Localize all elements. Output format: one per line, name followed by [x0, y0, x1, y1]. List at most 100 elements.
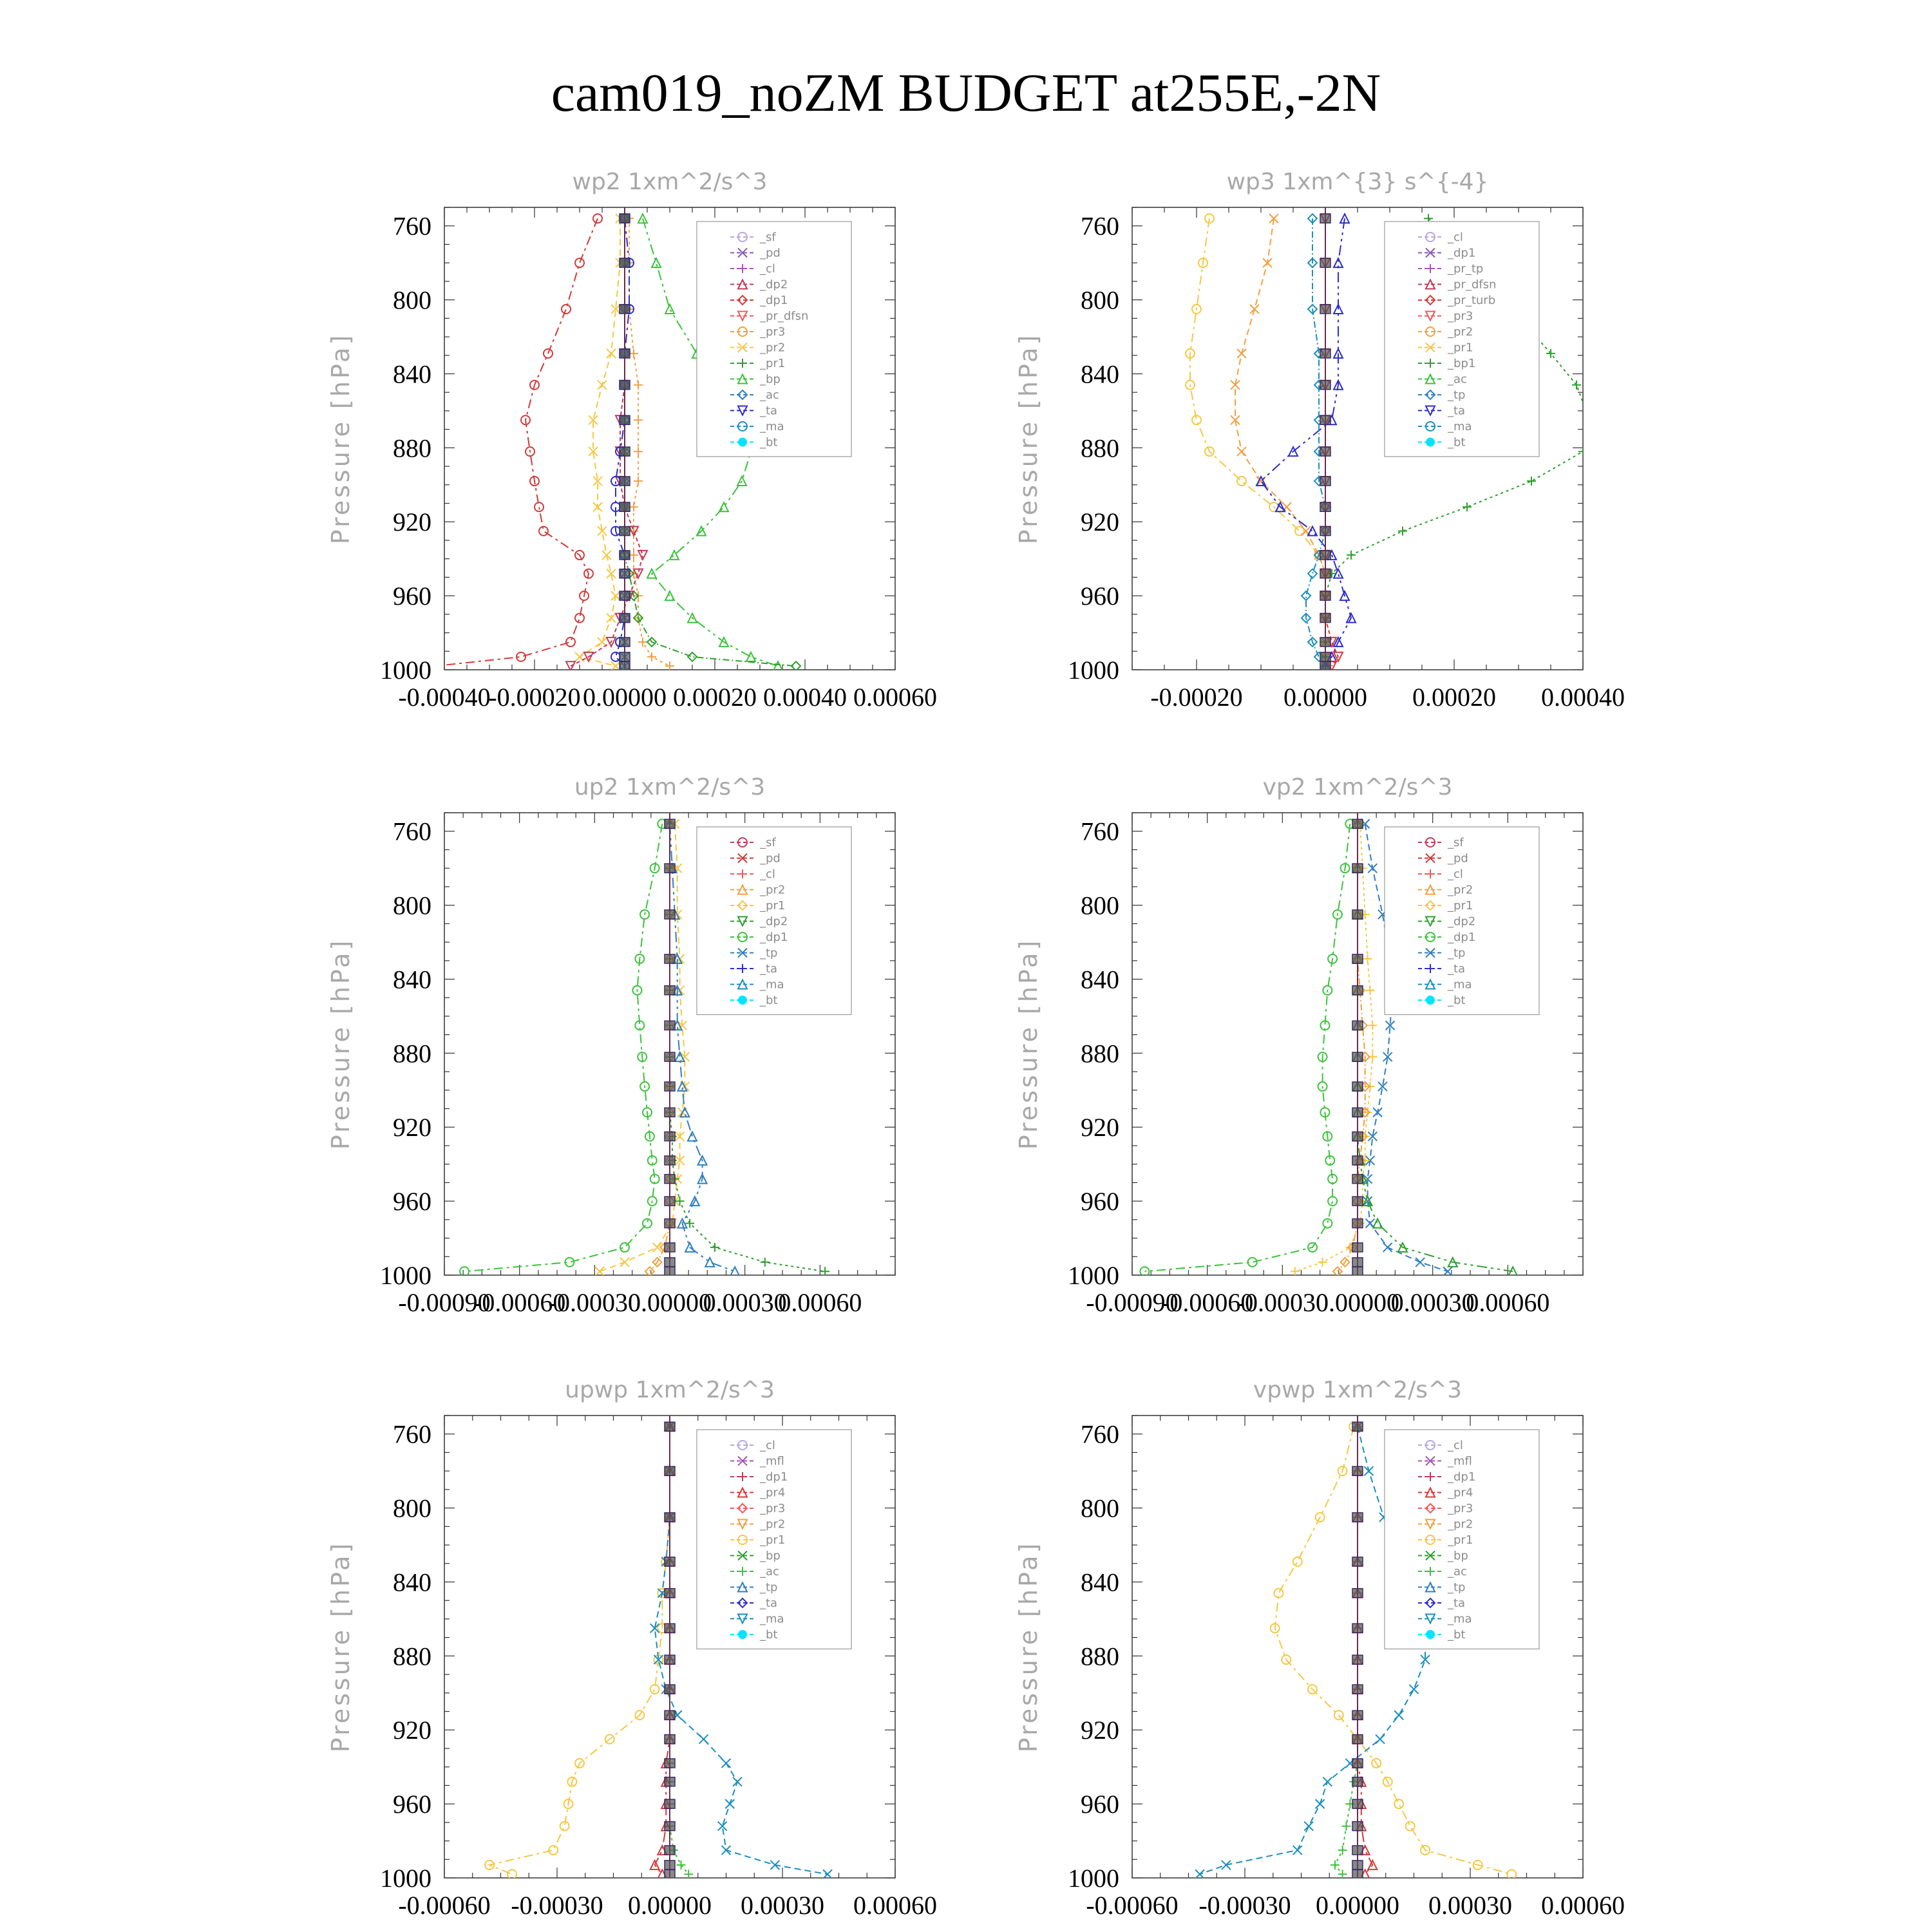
series-point-dp1: [574, 612, 585, 623]
legend-label: _ma: [759, 420, 784, 433]
x-tick-label: 0.00040: [763, 683, 847, 712]
series-point-tp: [724, 1799, 735, 1809]
x-tick-label: 0.00030: [741, 1891, 824, 1920]
legend-entry: _pr_turb: [1418, 294, 1495, 307]
series-point-bp: [664, 303, 676, 314]
legend-entry: _pr2: [1418, 325, 1473, 339]
series-point-bp1: [1572, 380, 1581, 390]
series-point-bp: [687, 612, 698, 623]
zero-term-marker: [619, 415, 630, 426]
zero-term-marker: [1352, 1821, 1363, 1832]
x-tick-label: 0.00030: [1428, 1891, 1512, 1920]
legend-label: _bp: [1447, 1549, 1468, 1563]
legend-box: [696, 1429, 852, 1650]
legend-marker: [1425, 916, 1436, 927]
series-point-dp1: [1332, 651, 1344, 663]
y-tick-label: 800: [393, 1494, 431, 1523]
legend-marker: [1426, 1567, 1435, 1576]
legend-label: _pr2: [1447, 325, 1473, 339]
series-point-dp1: [1317, 1081, 1328, 1092]
series-point-dp1: [1322, 1218, 1333, 1229]
series-point-dp1: [1340, 863, 1350, 874]
legend-entry: _ta: [1418, 962, 1465, 976]
zero-term-marker: [1352, 1557, 1363, 1567]
legend-label: _pr1: [759, 899, 785, 913]
zero-term-marker: [1352, 954, 1363, 964]
series-point-pr3: [634, 415, 643, 425]
legend-entry: _dp1: [730, 1470, 788, 1484]
legend-marker: [1425, 294, 1436, 306]
zero-term-marker: [664, 1421, 676, 1432]
legend-entry: _tp: [1418, 1581, 1465, 1595]
series-point-pr1: [634, 1710, 645, 1721]
series-point-bp: [773, 660, 783, 670]
legend-label: _dp1: [759, 294, 788, 307]
series-point-pr4: [1367, 1859, 1378, 1870]
legend-marker: [1425, 232, 1435, 242]
legend-entry: _bp1: [1418, 357, 1475, 370]
series-point-pr4: [649, 1859, 661, 1870]
legend-label: _cl: [759, 1439, 775, 1452]
series-group: [459, 813, 830, 1275]
legend-entry: _tp: [730, 1581, 777, 1595]
zero-term-marker: [619, 502, 630, 513]
series-point-ma: [1300, 612, 1312, 623]
legend-label: _dp1: [759, 1470, 788, 1484]
series-point-pr1: [687, 651, 698, 663]
x-tick-label: -0.00030: [549, 1288, 641, 1317]
zero-term-marker: [619, 612, 630, 623]
series-point-dp2: [565, 661, 576, 670]
y-tick-label: 880: [393, 1039, 431, 1068]
legend-label: _pd: [759, 247, 781, 260]
zero-term-marker: [1352, 1734, 1363, 1745]
x-tick-label: 0.00060: [853, 1891, 937, 1920]
series-point-dp1: [516, 651, 526, 662]
legend-label: _tp: [759, 947, 777, 960]
legend-entry: _dp1: [1418, 1470, 1475, 1484]
series-group: [444, 207, 802, 670]
legend-marker: [738, 1472, 747, 1481]
figure-title: cam019_noZM BUDGET at255E,-2N: [551, 63, 1381, 123]
series-point-pr1: [1382, 1776, 1393, 1787]
y-tick-label: 800: [393, 891, 431, 920]
legend-box: [696, 221, 852, 457]
panel-title: vp2 1xm^2/s^3: [1263, 774, 1453, 800]
series-point-dp2: [820, 1267, 830, 1275]
series-point-tp: [770, 1860, 781, 1870]
zero-term-marker: [1320, 612, 1331, 623]
legend-entry: _ta: [730, 962, 777, 976]
legend-entry: _cl: [1418, 1439, 1463, 1452]
legend-label: _pd: [1447, 852, 1468, 866]
legend-marker: [737, 327, 748, 337]
legend-label: _ac: [1447, 1565, 1467, 1578]
legend-entry: _ma: [730, 1613, 784, 1626]
series-point-pr3: [629, 348, 638, 358]
legend-label: _ma: [759, 1613, 784, 1626]
zero-term-marker: [619, 379, 630, 390]
series-point-bp: [745, 650, 757, 662]
series-point-dp1: [637, 1052, 648, 1063]
series-point-tp: [676, 1080, 688, 1092]
legend-marker: [737, 853, 748, 864]
zero-term-marker: [1320, 591, 1331, 601]
legend-marker: [737, 278, 748, 290]
series-point-pr1: [567, 1776, 578, 1787]
zero-term-marker: [664, 1845, 676, 1855]
series-point-pr2: [1204, 446, 1215, 457]
y-tick-label: 920: [1081, 507, 1119, 536]
y-tick-label: 920: [1081, 1113, 1119, 1142]
series-point-ma: [1307, 568, 1318, 580]
series-point-bp: [650, 256, 662, 269]
series-point-pr1: [1506, 1869, 1517, 1878]
panel-5: upwp 1xm^2/s^3 Pressure [hPa] 760 800 840 880…: [327, 1377, 937, 1920]
y-tick-label: 800: [1081, 1494, 1119, 1523]
legend-label: _sf: [1447, 836, 1464, 849]
legend-entry: _pr2: [730, 1518, 785, 1531]
legend-entry: _bp: [730, 1549, 781, 1563]
series-point-tp: [698, 1734, 709, 1745]
zero-term-marker: [1320, 568, 1331, 579]
series-point-pr3: [629, 526, 638, 536]
legend-marker: [738, 264, 747, 273]
series-point-dp1: [1327, 1196, 1338, 1207]
zero-term-marker: [1352, 1196, 1363, 1206]
